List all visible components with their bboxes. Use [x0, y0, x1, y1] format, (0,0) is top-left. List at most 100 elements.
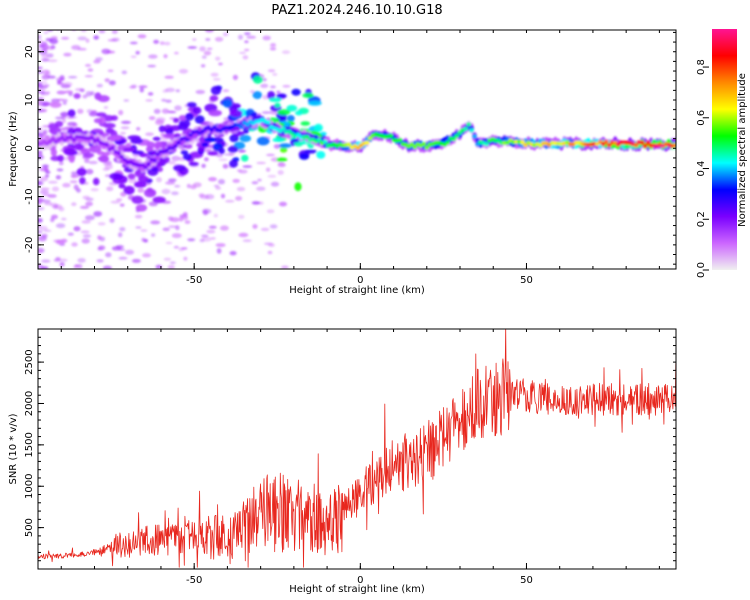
spectrogram-speckle [39, 225, 48, 231]
spectrogram-speckle [135, 50, 140, 55]
spectrogram-speckle [38, 34, 42, 40]
spectrogram-speckle [265, 167, 271, 172]
spectrogram-speckle [150, 220, 161, 225]
spectrogram-speckle [214, 36, 224, 42]
spectrogram-speckle [82, 94, 88, 99]
spectrogram-patch [68, 154, 75, 163]
spectrogram-ridge-cell [104, 142, 110, 147]
spectrogram-speckle [208, 225, 217, 229]
spectrogram-speckle [163, 257, 172, 261]
spectrogram-speckle [62, 182, 71, 188]
spectrogram-patch [138, 175, 149, 183]
spectrogram-speckle [164, 41, 171, 46]
spectrogram-speckle [117, 248, 126, 251]
spectrogram-speckle [165, 99, 172, 103]
spectrogram-ridge-cell [122, 157, 128, 162]
spectrogram-speckle [192, 38, 197, 41]
spectrogram-speckle [223, 153, 234, 156]
spectrogram-speckle [93, 211, 103, 217]
spectrogram-speckle [165, 241, 173, 245]
spectrogram-speckle [125, 249, 135, 255]
spectrogram-speckle [60, 127, 65, 131]
spectrogram-patch [49, 101, 62, 108]
spectrogram-speckle [167, 265, 175, 269]
y-tick-label: -10 [24, 188, 35, 204]
spectrogram-speckle [128, 177, 137, 184]
colorbar-scale [712, 29, 737, 270]
figure-title: PAZ1.2024.246.10.10.G18 [271, 3, 442, 18]
spectrogram-speckle [71, 45, 81, 50]
spectrogram-ridge-cell [316, 138, 322, 143]
spectrogram-speckle [239, 51, 247, 55]
spectrogram-patch [163, 133, 177, 139]
spectrogram-speckle [102, 162, 113, 166]
spectrogram-speckle [244, 48, 250, 52]
spectrogram-ridge-cell [185, 137, 190, 142]
spectrogram-ridge-cell [71, 137, 77, 142]
spectrogram-speckle [59, 262, 65, 267]
spectrogram-ridge-cell [606, 143, 612, 148]
spectrogram-speckle [69, 180, 78, 184]
spectrogram-ridge-cell [212, 125, 217, 129]
spectrogram-speckle [38, 229, 43, 234]
x-tick-label: 50 [520, 575, 533, 586]
spectrogram-speckle [82, 234, 92, 238]
spectrogram-speckle [210, 237, 216, 240]
colorbar-tick-label: 0.0 [696, 262, 707, 278]
y-tick-label: 500 [24, 518, 35, 537]
spectrogram-patch [152, 136, 161, 141]
spectrogram-speckle [77, 258, 86, 263]
spectrogram-speckle [119, 203, 125, 207]
spectrogram-patch [207, 151, 219, 156]
spectrogram-speckle [206, 47, 213, 50]
spectrogram-speckle [282, 84, 291, 88]
spectrogram-speckle [139, 87, 144, 93]
spectrogram-amplitude-field [38, 30, 676, 269]
spectrogram-patch [67, 127, 75, 136]
spectrogram-patch [177, 122, 189, 131]
spectrogram-speckle [62, 120, 67, 123]
spectrogram-speckle [102, 265, 112, 269]
spectrogram-ridge-cell [397, 138, 403, 142]
spectrogram-patch [192, 106, 202, 115]
spectrogram-patch [252, 91, 263, 100]
spectrogram-speckle [71, 175, 77, 179]
spectrogram-speckle [81, 238, 90, 244]
spectrogram-speckle [71, 242, 78, 247]
spectrogram-speckle [105, 252, 112, 258]
spectrogram-speckle [120, 131, 126, 135]
spectrogram-speckle [119, 227, 126, 232]
snr-y-axis-label: SNR (10 * v/v) [8, 413, 19, 484]
spectrogram-speckle [262, 35, 271, 41]
spectrogram-speckle [85, 91, 92, 97]
spectrogram-speckle [109, 218, 115, 223]
spectrogram-patch [131, 195, 144, 204]
spectrogram-patch [209, 95, 219, 102]
spectrogram-patch [73, 143, 85, 151]
spectrogram-patch [291, 88, 301, 96]
spectrogram-speckle [186, 183, 191, 189]
spectrogram-patch [274, 102, 281, 108]
spectrogram-speckle [51, 186, 60, 192]
spectrogram-speckle [143, 238, 148, 243]
y-tick-label: 10 [24, 94, 35, 107]
spectrogram-patch [239, 134, 252, 143]
spectrogram-ridge-cell [200, 129, 205, 134]
spectrogram-speckle [206, 229, 216, 234]
spectrogram-speckle [130, 55, 137, 59]
spectrogram-speckle [74, 88, 85, 92]
spectrogram-ridge-cell [409, 142, 415, 147]
spectrogram-patch [73, 93, 81, 99]
spectrogram-ridge-cell [367, 136, 373, 141]
spectrogram-frame [37, 29, 677, 270]
colorbar-tick-label: 0.4 [696, 161, 707, 177]
spectrogram-speckle [195, 89, 206, 95]
spectrogram-speckle [56, 77, 64, 82]
spectrogram-speckle [202, 209, 209, 216]
spectrogram-patch [118, 183, 126, 189]
spectrogram-panel: -50 0 50 -20 -10 0 10 20 Height of straight lin… [8, 29, 677, 296]
spectrogram-speckle [50, 217, 55, 223]
spectrogram-speckle [58, 161, 64, 166]
spectrogram-speckle [222, 89, 230, 93]
spectrogram-patch [279, 146, 288, 153]
